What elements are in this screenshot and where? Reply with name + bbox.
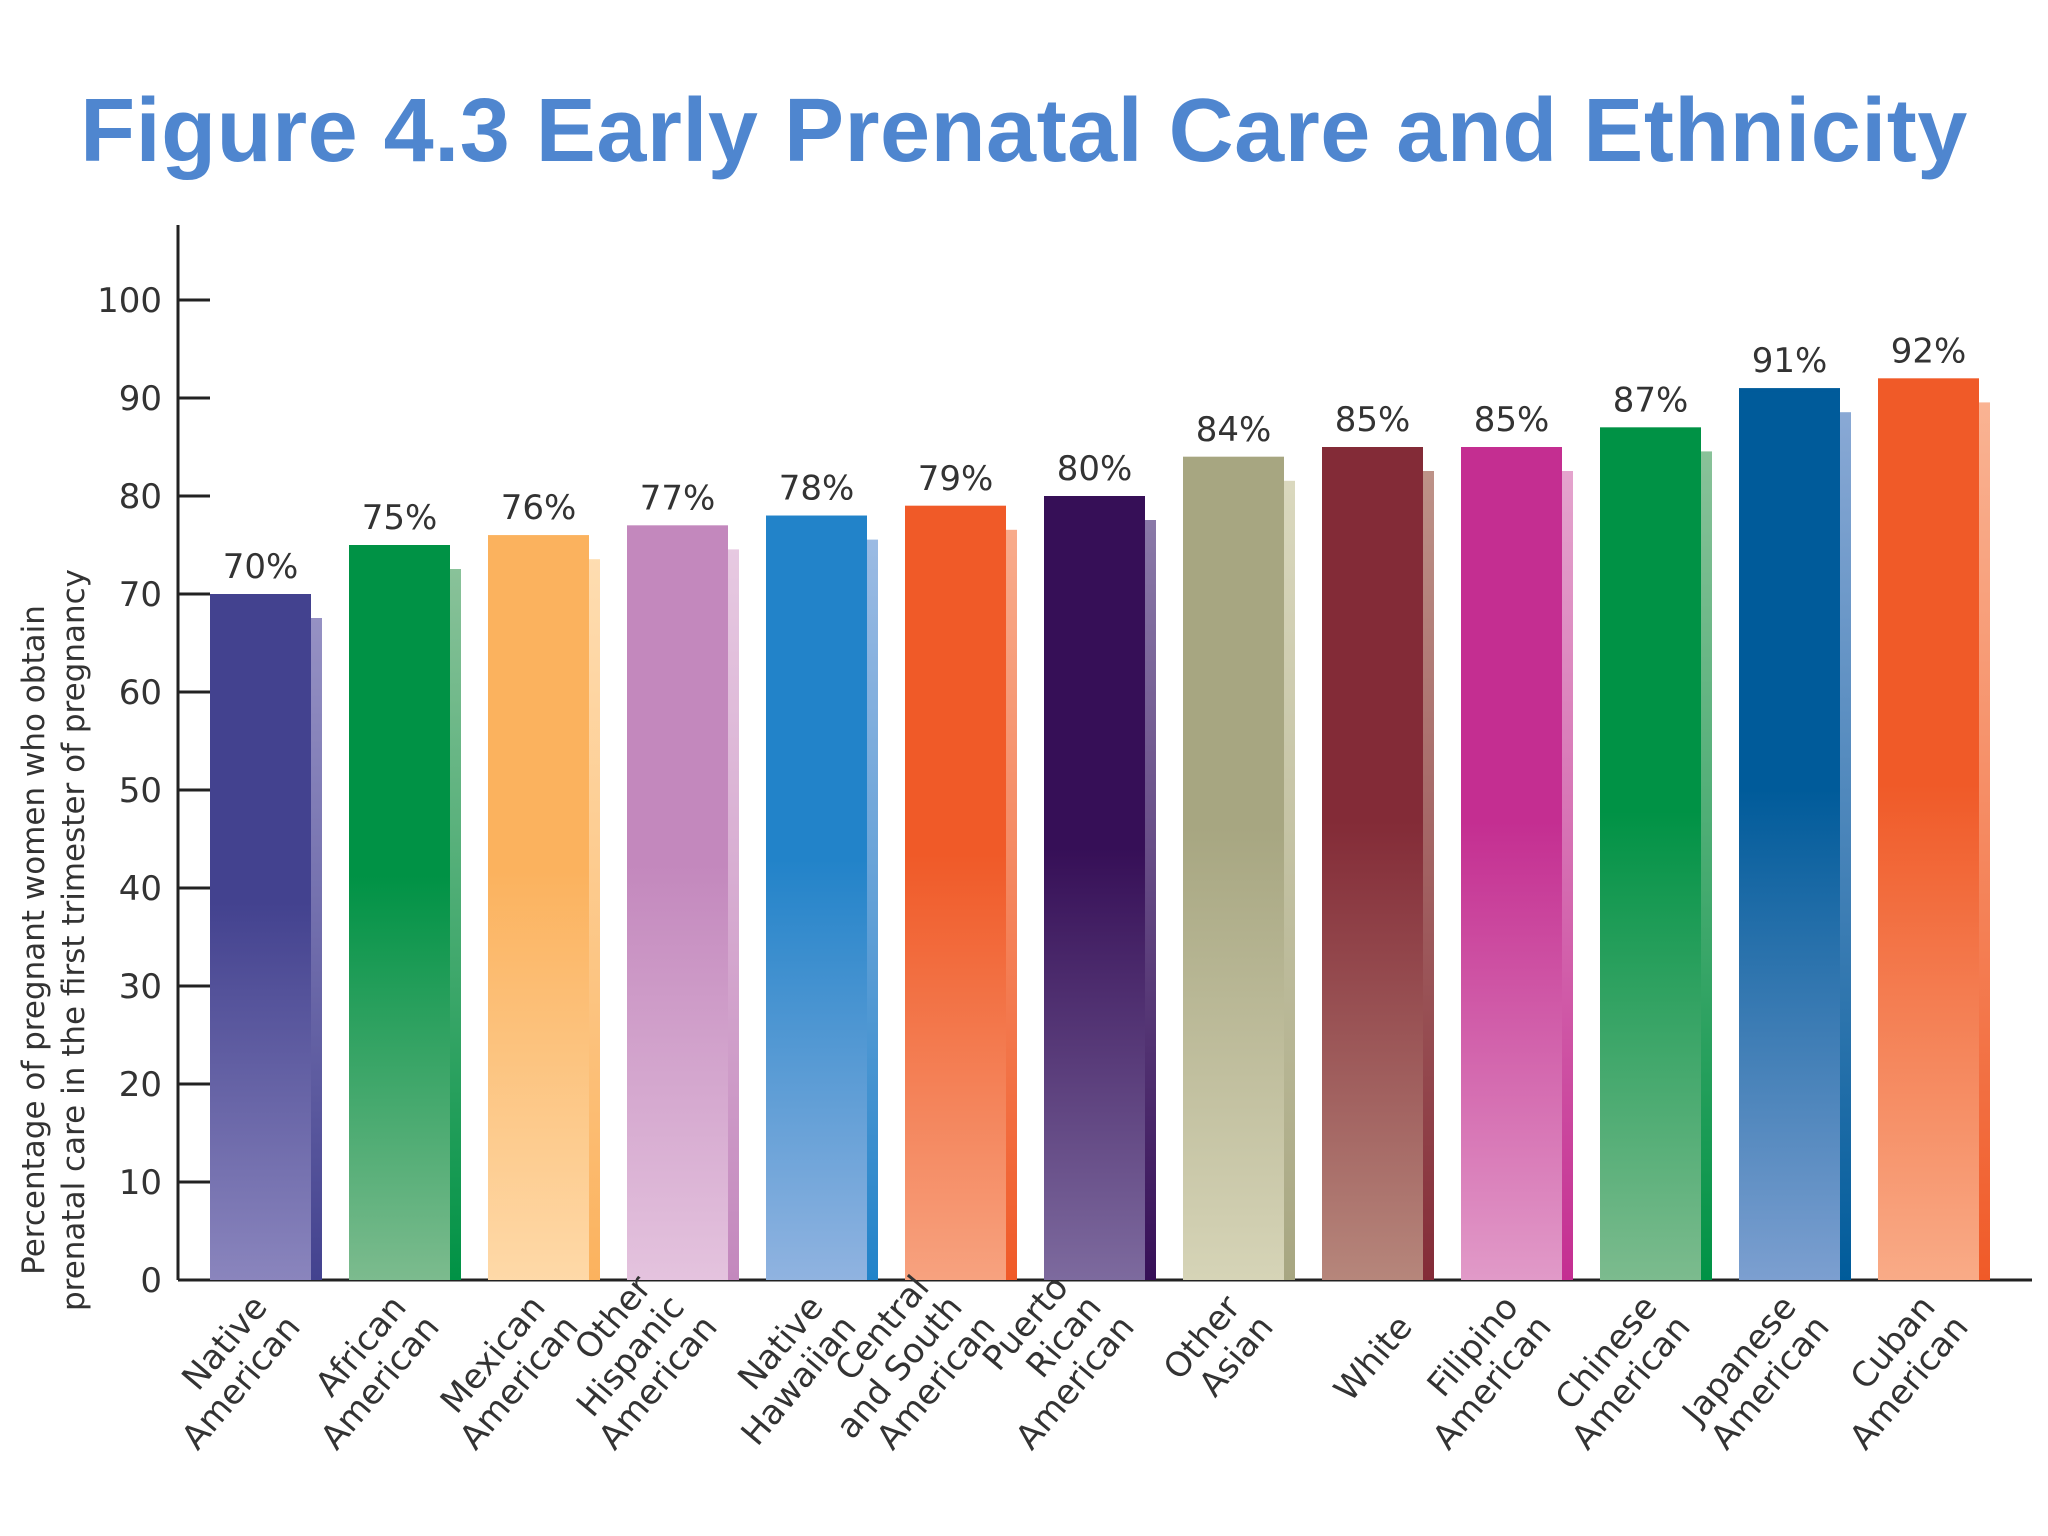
bar (1461, 447, 1562, 1280)
y-tick-label: 50 (119, 771, 162, 811)
value-label: 84% (1196, 410, 1272, 450)
bar-side (867, 539, 878, 1280)
y-tick-label: 70 (119, 575, 162, 615)
bar-top (1461, 447, 1562, 450)
bar (766, 515, 867, 1280)
y-axis-label-line: Percentage of pregnant women who obtain (16, 605, 52, 1275)
category-label-line: White (1326, 1308, 1420, 1409)
y-tick-label: 20 (119, 1065, 162, 1105)
bar-side (311, 618, 322, 1280)
y-ticks: 0 10 20 30 40 50 60 70 80 90 100 (97, 281, 210, 1301)
bar-top (210, 594, 311, 597)
y-tick-label: 90 (119, 379, 162, 419)
bar (210, 594, 311, 1280)
bar-top (1600, 427, 1701, 431)
value-label: 80% (1057, 449, 1133, 489)
bars (210, 378, 1990, 1280)
value-label: 70% (223, 547, 299, 587)
y-tick-label: 10 (119, 1163, 162, 1203)
bar-side (1840, 412, 1851, 1280)
value-label: 85% (1474, 400, 1550, 440)
y-tick-label: 60 (119, 673, 162, 713)
bar-side (589, 559, 600, 1280)
page-title: Figure 4.3 Early Prenatal Care and Ethni… (80, 81, 1968, 181)
bar (1322, 447, 1423, 1280)
bar (1183, 456, 1284, 1280)
bar (905, 505, 1006, 1280)
bar-side (1006, 529, 1017, 1280)
bar-top (766, 515, 867, 519)
bar-side (1979, 402, 1990, 1280)
y-tick-label: 80 (119, 477, 162, 517)
bar-top (1739, 388, 1840, 392)
bar-side (1701, 451, 1712, 1280)
value-labels: 70% 75% 76% 77% 78% 79% 80% 84% 85% 85% 87% 91% 92% (223, 331, 1967, 587)
bar-side (1145, 520, 1156, 1280)
bar-top (627, 525, 728, 529)
value-label: 91% (1752, 341, 1828, 381)
value-label: 76% (501, 488, 577, 528)
y-tick-label: 0 (140, 1261, 162, 1301)
bar (627, 525, 728, 1280)
bar-top (1322, 447, 1423, 450)
bar (1878, 378, 1979, 1280)
y-tick-label: 30 (119, 967, 162, 1007)
bar-side (728, 549, 739, 1280)
y-tick-label: 100 (97, 281, 162, 321)
bar-side (1284, 480, 1295, 1280)
bar-top (488, 535, 589, 539)
y-axis-label: Percentage of pregnant women who obtain p… (16, 569, 92, 1311)
bar-top (1183, 456, 1284, 460)
value-label: 85% (1335, 400, 1411, 440)
bar (1600, 427, 1701, 1280)
value-label: 78% (779, 469, 855, 509)
bar-top (1044, 496, 1145, 499)
bar (488, 535, 589, 1280)
bar-side (1423, 471, 1434, 1280)
value-label: 92% (1891, 331, 1967, 371)
value-label: 87% (1613, 380, 1689, 420)
bar (349, 545, 450, 1280)
bar-top (1878, 378, 1979, 382)
value-label: 77% (640, 478, 716, 518)
bar-side (450, 569, 461, 1280)
value-label: 75% (362, 498, 438, 538)
bar-top (905, 505, 1006, 509)
y-axis-label-line: prenatal care in the first trimester of … (56, 569, 92, 1311)
bar-side (1562, 471, 1573, 1280)
category-label: White (1326, 1308, 1420, 1409)
y-tick-label: 40 (119, 869, 162, 909)
bar-top (349, 545, 450, 548)
value-label: 79% (918, 459, 994, 499)
bar (1044, 496, 1145, 1280)
bar (1739, 388, 1840, 1280)
